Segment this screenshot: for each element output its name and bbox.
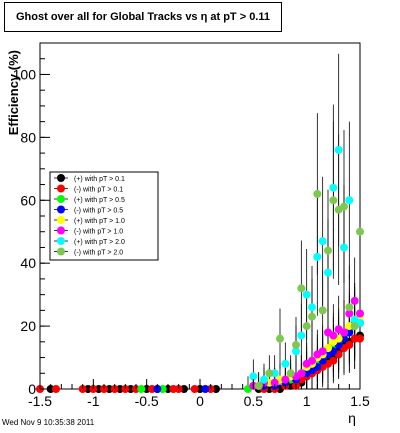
- data-point: [260, 375, 268, 384]
- data-point: [308, 356, 316, 365]
- data-point: [318, 306, 327, 315]
- data-point: [281, 375, 290, 384]
- data-point: [345, 340, 354, 349]
- timestamp: Wed Nov 9 10:35:38 2011: [2, 418, 95, 427]
- data-point: [340, 202, 348, 211]
- data-point: [329, 196, 338, 205]
- x-tick-label: -0.5: [135, 393, 159, 409]
- x-axis-label: η: [348, 410, 356, 426]
- data-point: [329, 183, 338, 192]
- y-axis: 0 20 40 60 80 100: [13, 42, 50, 397]
- data-point: [254, 381, 263, 390]
- data-point: [329, 331, 338, 340]
- data-point: [324, 246, 332, 255]
- x-tick-label: 0.5: [244, 393, 264, 409]
- data-point: [286, 369, 295, 378]
- legend-marker: [57, 237, 65, 245]
- data-point: [318, 347, 327, 356]
- legend-box: [49, 171, 159, 261]
- data-point: [201, 385, 210, 393]
- legend-label: (-) with pT > 1.0: [74, 229, 123, 236]
- legend-label: (+) with pT > 0.1: [74, 176, 125, 183]
- data-point: [137, 385, 146, 393]
- data-point: [190, 385, 199, 393]
- legend-label: (+) with pT > 2.0: [74, 239, 125, 246]
- x-tick-label: -1: [87, 393, 100, 409]
- y-tick-label: 80: [20, 129, 36, 145]
- x-tick-label: 0: [196, 393, 204, 409]
- data-point: [302, 322, 311, 331]
- data-point: [52, 385, 60, 393]
- x-axis: -1.5 -1 -0.5 0 0.5 1 1.5: [28, 379, 370, 409]
- legend-marker: [57, 174, 65, 182]
- data-point: [356, 309, 364, 318]
- data-point: [292, 347, 300, 356]
- x-tick-label: 1: [303, 393, 311, 409]
- legend-marker: [57, 247, 65, 256]
- y-tick-label: 0: [28, 381, 36, 397]
- y-tick-label: 40: [20, 255, 36, 271]
- data-point: [318, 237, 327, 246]
- data-point: [265, 369, 274, 378]
- data-point: [297, 369, 306, 378]
- y-tick-label: 60: [20, 192, 36, 208]
- x-tick-label: -1.5: [28, 393, 52, 409]
- y-tick-label: 20: [20, 318, 36, 334]
- data-point: [345, 303, 354, 312]
- data-point: [270, 378, 279, 387]
- legend: (+) with pT > 0.1 (-) with pT > 0.1 (+) wi…: [49, 171, 159, 261]
- data-point: [292, 340, 300, 349]
- data-point: [356, 334, 364, 343]
- legend-label: (+) with pT > 0.5: [74, 197, 125, 204]
- legend-marker: [57, 205, 65, 214]
- data-point: [302, 290, 311, 299]
- data-point: [297, 284, 306, 293]
- data-point: [345, 309, 354, 318]
- data-point: [276, 334, 284, 343]
- data-point: [340, 328, 348, 337]
- legend-label: (-) with pT > 0.5: [74, 208, 123, 215]
- data-point: [308, 312, 316, 321]
- data-point: [334, 145, 343, 154]
- chart-title-box: Ghost over all for Global Tracks vs η at…: [4, 2, 282, 32]
- data-point: [350, 322, 359, 331]
- data-point: [249, 372, 258, 381]
- legend-label: (-) with pT > 0.1: [74, 187, 123, 194]
- data-point: [308, 303, 316, 312]
- legend-marker: [57, 184, 65, 193]
- legend-label: (+) with pT > 1.0: [74, 218, 125, 225]
- data-point: [340, 243, 348, 252]
- chart-title: Ghost over all for Global Tracks vs η at…: [15, 11, 270, 23]
- data-point: [324, 268, 332, 277]
- legend-marker: [57, 216, 65, 224]
- data-point: [281, 359, 290, 368]
- data-point: [350, 296, 359, 305]
- y-tick-label: 100: [13, 66, 37, 82]
- legend-marker: [57, 195, 65, 203]
- data-point: [329, 356, 338, 365]
- y-axis-label: Efficiency (%): [6, 50, 21, 135]
- data-point: [313, 252, 322, 261]
- data-point: [356, 227, 364, 236]
- legend-label: (-) with pT > 2.0: [74, 250, 123, 257]
- data-point: [313, 189, 322, 198]
- data-point: [345, 196, 354, 205]
- legend-marker: [57, 226, 65, 235]
- x-tick-label: 1.5: [350, 393, 370, 409]
- data-point: [297, 331, 306, 340]
